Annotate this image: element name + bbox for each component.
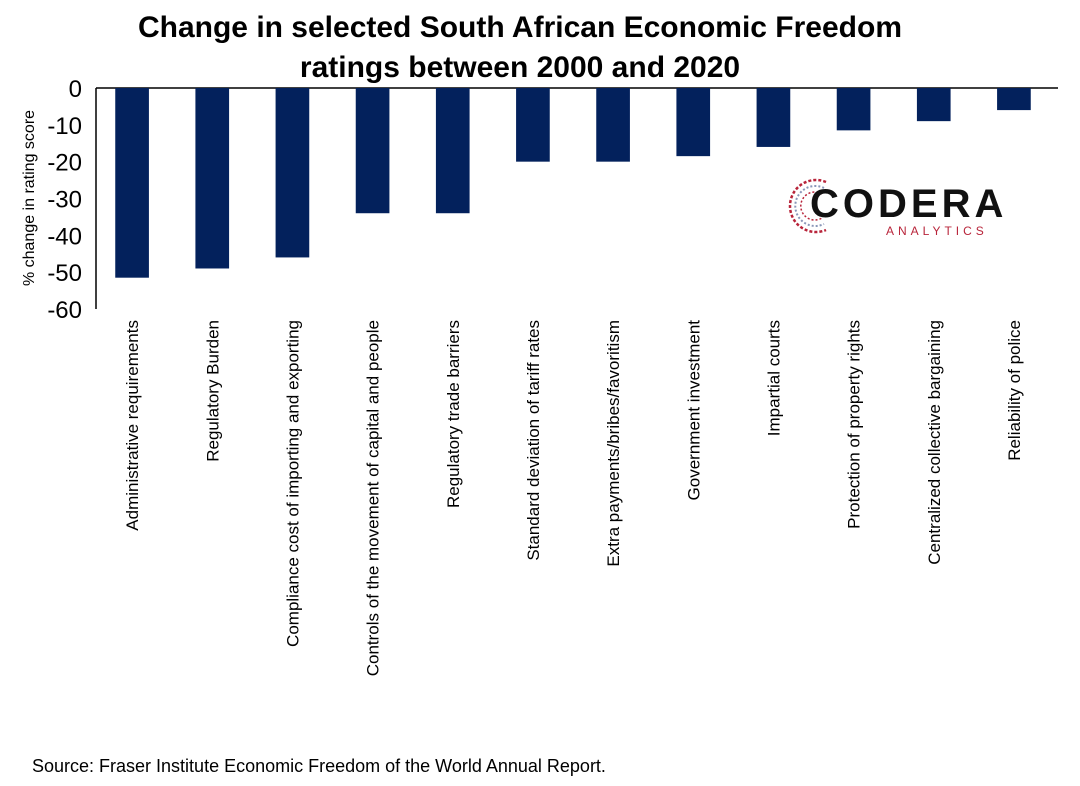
bars <box>115 88 1031 278</box>
chart-title-line-1: Change in selected South African Economi… <box>137 11 903 44</box>
bar <box>596 88 630 162</box>
x-axis-category-labels: Administrative requirements Regulatory Bu… <box>123 320 1024 677</box>
x-category-label: Extra payments/bribes/favoritism <box>604 320 623 567</box>
bar <box>836 88 871 131</box>
x-category-label: Centralized collective bargaining <box>925 320 944 565</box>
chart-title: Change in selected South African Economi… <box>60 8 980 88</box>
y-tick-label: -50 <box>47 260 82 287</box>
y-tick-label: 0 <box>69 76 82 103</box>
y-tick-label: -30 <box>47 187 82 214</box>
x-category-label: Protection of property rights <box>845 320 864 529</box>
bar <box>676 88 711 157</box>
x-category-label: Reliability of police <box>1005 320 1024 461</box>
y-tick-label: -60 <box>47 297 82 324</box>
bar <box>355 88 390 214</box>
source-note: Source: Fraser Institute Economic Freedo… <box>32 756 606 776</box>
x-category-label: Regulatory trade barriers <box>444 320 463 508</box>
y-axis-ticks: 0 -10 -20 -30 -40 -50 -60 <box>47 76 82 324</box>
x-category-label: Administrative requirements <box>123 320 142 531</box>
bar <box>916 88 951 122</box>
bar <box>275 88 310 258</box>
chart-title-line-2: ratings between 2000 and 2020 <box>299 51 741 84</box>
bar <box>195 88 230 269</box>
y-axis-label: % change in rating score <box>21 110 38 286</box>
logo-mark-icon <box>788 178 827 234</box>
y-tick-label: -10 <box>47 113 82 140</box>
x-category-label: Compliance cost of importing and exporti… <box>283 320 302 647</box>
bar <box>516 88 550 162</box>
bar <box>997 88 1031 111</box>
x-category-label: Government investment <box>684 320 703 501</box>
y-axis-label-group: % change in rating score <box>21 110 38 286</box>
codera-analytics-logo: CODERA ANALYTICS <box>788 170 1003 240</box>
y-tick-label: -40 <box>47 223 82 250</box>
bar <box>756 88 791 147</box>
logo-wordmark: CODERA <box>810 182 1008 226</box>
y-tick-label: -20 <box>47 150 82 177</box>
logo-subtitle: ANALYTICS <box>886 224 988 238</box>
x-category-label: Standard deviation of tariff rates <box>524 320 543 561</box>
x-category-label: Impartial courts <box>764 320 783 436</box>
bar <box>115 88 149 278</box>
bar <box>435 88 470 214</box>
x-category-label: Regulatory Burden <box>203 320 222 462</box>
x-category-label: Controls of the movement of capital and … <box>364 320 383 676</box>
